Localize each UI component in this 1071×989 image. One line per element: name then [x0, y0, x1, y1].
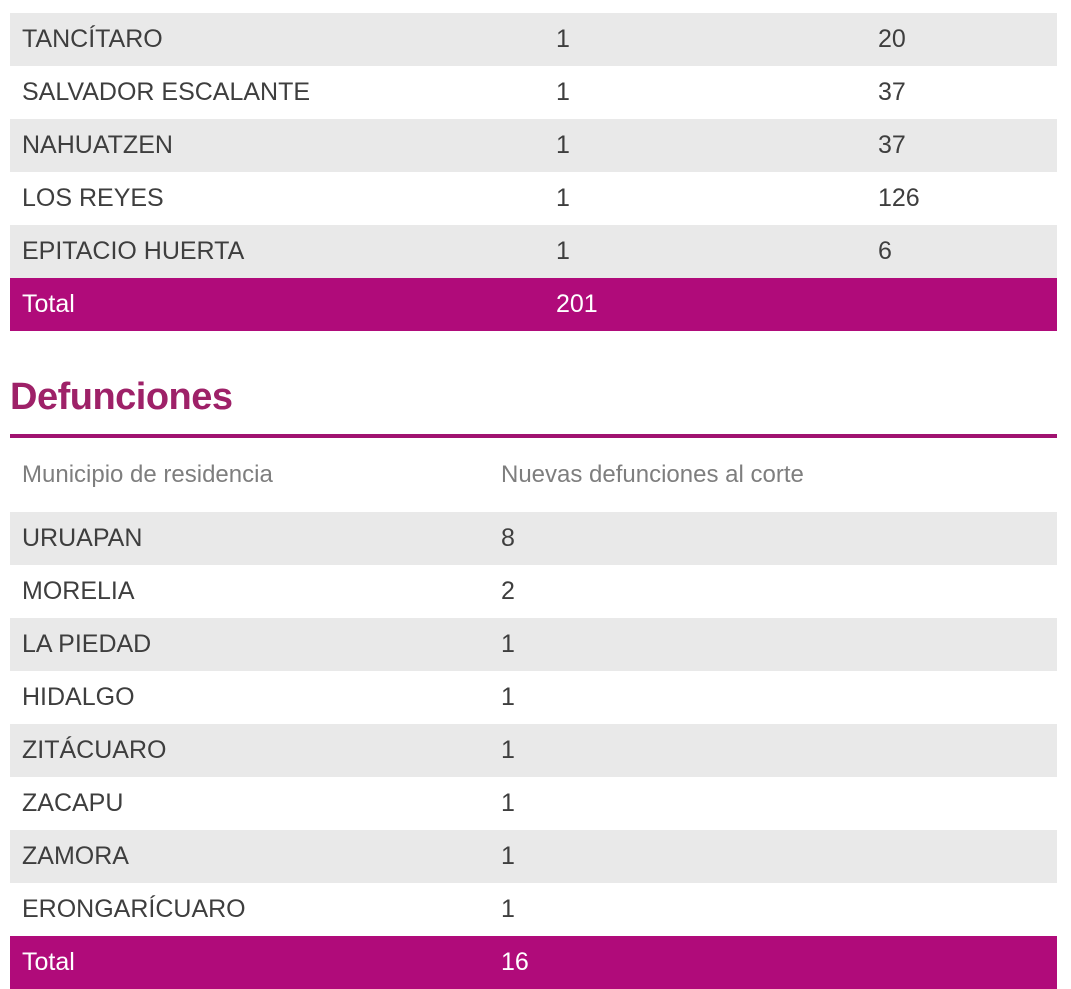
municipio-cell: ZACAPU [10, 776, 489, 830]
table-row: ZITÁCUARO 1 [10, 723, 1057, 777]
table-row: MORELIA 2 [10, 564, 1057, 618]
table-row: NAHUATZEN 1 37 [10, 119, 1057, 172]
table-row: ERONGARÍCUARO 1 [10, 882, 1057, 936]
value-cell: 1 [489, 882, 1057, 936]
table-row: HIDALGO 1 [10, 670, 1057, 724]
value-cell: 1 [489, 723, 1057, 777]
total-label: Total [10, 935, 489, 989]
value-cell: 1 [489, 670, 1057, 724]
municipio-cell: MORELIA [10, 564, 489, 618]
top-table: TANCÍTARO 1 20 SALVADOR ESCALANTE 1 37 N… [10, 13, 1057, 331]
municipio-cell: URUAPAN [10, 511, 489, 565]
municipio-cell: LOS REYES [10, 172, 544, 225]
defunciones-table: Municipio de residencia Nuevas defuncion… [10, 438, 1057, 989]
value-cell: 126 [866, 172, 1057, 225]
table-row: LA PIEDAD 1 [10, 617, 1057, 671]
total-value: 201 [544, 278, 866, 331]
value-cell: 37 [866, 119, 1057, 172]
total-value: 16 [489, 935, 1057, 989]
municipio-cell: HIDALGO [10, 670, 489, 724]
municipio-cell: LA PIEDAD [10, 617, 489, 671]
table-row: ZAMORA 1 [10, 829, 1057, 883]
table-row: EPITACIO HUERTA 1 6 [10, 225, 1057, 278]
empty-cell [866, 278, 1057, 331]
table-row: LOS REYES 1 126 [10, 172, 1057, 225]
column-header-nuevas-defunciones: Nuevas defunciones al corte [501, 460, 804, 488]
value-cell: 2 [489, 564, 1057, 618]
value-cell: 1 [544, 225, 866, 278]
municipio-cell: TANCÍTARO [10, 13, 544, 66]
value-cell: 37 [866, 66, 1057, 119]
value-cell: 1 [544, 13, 866, 66]
value-cell: 1 [489, 776, 1057, 830]
municipio-cell: SALVADOR ESCALANTE [10, 66, 544, 119]
value-cell: 1 [544, 119, 866, 172]
value-cell: 1 [489, 829, 1057, 883]
total-row: Total 201 [10, 278, 1057, 331]
table-row: TANCÍTARO 1 20 [10, 13, 1057, 66]
table-row: ZACAPU 1 [10, 776, 1057, 830]
municipio-cell: EPITACIO HUERTA [10, 225, 544, 278]
value-cell: 6 [866, 225, 1057, 278]
municipio-cell: ERONGARÍCUARO [10, 882, 489, 936]
table-row: URUAPAN 8 [10, 511, 1057, 565]
total-label: Total [10, 278, 544, 331]
table-header-row: Municipio de residencia Nuevas defuncion… [10, 438, 1057, 512]
municipio-cell: ZAMORA [10, 829, 489, 883]
municipio-cell: ZITÁCUARO [10, 723, 489, 777]
value-cell: 1 [489, 617, 1057, 671]
municipio-cell: NAHUATZEN [10, 119, 544, 172]
value-cell: 20 [866, 13, 1057, 66]
value-cell: 8 [489, 511, 1057, 565]
value-cell: 1 [544, 172, 866, 225]
value-cell: 1 [544, 66, 866, 119]
column-header-municipio: Municipio de residencia [22, 460, 273, 488]
section-heading-defunciones: Defunciones [10, 376, 233, 418]
total-row: Total 16 [10, 935, 1057, 989]
heading-rule [10, 433, 1057, 438]
table-row: SALVADOR ESCALANTE 1 37 [10, 66, 1057, 119]
